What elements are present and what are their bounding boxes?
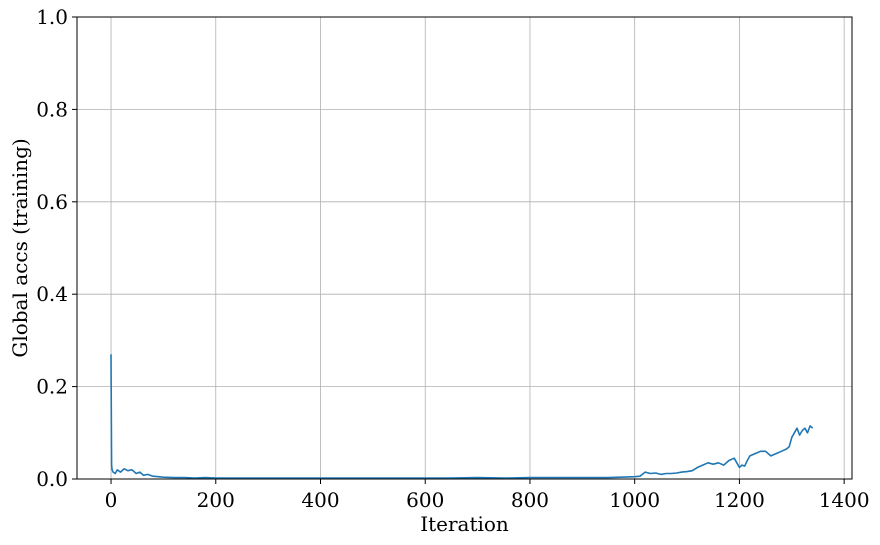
y-tick-label: 0.6 [36, 190, 68, 214]
grid [77, 16, 852, 480]
x-axis-label: Iteration [420, 512, 509, 536]
x-tick-label: 600 [406, 488, 444, 512]
y-tick-label: 1.0 [36, 5, 68, 29]
y-axis: 0.0 0.2 0.4 0.6 0.8 1.0 [36, 5, 77, 491]
x-tick-label: 0 [105, 488, 118, 512]
y-tick-label: 0.2 [36, 375, 68, 399]
y-tick-label: 0.0 [36, 467, 68, 491]
x-tick-label: 200 [197, 488, 235, 512]
y-tick-label: 0.4 [36, 282, 68, 306]
x-tick-label: 1000 [609, 488, 660, 512]
x-tick-label: 400 [301, 488, 339, 512]
y-tick-label: 0.8 [36, 97, 68, 121]
x-tick-label: 1400 [819, 488, 870, 512]
series-layer [110, 354, 814, 479]
plot-frame [76, 16, 853, 480]
x-tick-label: 1200 [714, 488, 765, 512]
series-line [110, 354, 814, 479]
y-axis-label: Global accs (training) [8, 138, 32, 357]
x-tick-label: 800 [511, 488, 549, 512]
x-axis: 0 200 400 600 800 1000 1200 1400 [105, 479, 870, 512]
